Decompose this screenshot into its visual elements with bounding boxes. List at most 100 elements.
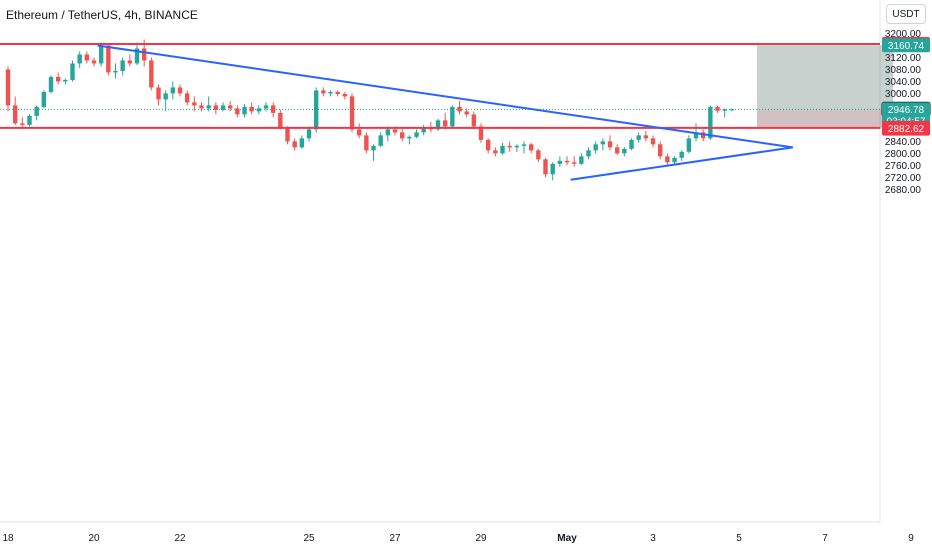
candle-body[interactable] — [77, 54, 82, 64]
stop-zone[interactable] — [756, 109, 894, 129]
candle-body[interactable] — [206, 105, 211, 109]
candle-body[interactable] — [220, 105, 226, 110]
candle-body[interactable] — [235, 108, 240, 115]
candle-body[interactable] — [41, 91, 47, 107]
candle-body[interactable] — [213, 105, 219, 110]
candle-body[interactable] — [407, 136, 412, 139]
candle-body[interactable] — [686, 138, 692, 152]
candle-body[interactable] — [700, 132, 706, 139]
candle-body[interactable] — [263, 105, 269, 109]
candle-body[interactable] — [442, 120, 448, 127]
candle-body[interactable] — [564, 160, 570, 163]
candle-body[interactable] — [392, 129, 398, 133]
candle-body[interactable] — [500, 145, 505, 154]
candle-body[interactable] — [292, 141, 297, 148]
candle-body[interactable] — [507, 145, 512, 148]
candle-body[interactable] — [557, 160, 563, 164]
trendline[interactable] — [570, 146, 793, 181]
candle-body[interactable] — [285, 127, 290, 142]
candle-body[interactable] — [249, 106, 254, 112]
candle-body[interactable] — [184, 93, 190, 103]
candle-body[interactable] — [643, 135, 649, 139]
candle-body[interactable] — [20, 123, 25, 125]
candle-body[interactable] — [722, 109, 727, 111]
candle-body[interactable] — [729, 109, 735, 111]
candle-body[interactable] — [199, 105, 204, 109]
candle-body[interactable] — [48, 76, 54, 92]
candle-body[interactable] — [192, 102, 197, 106]
candle-body[interactable] — [693, 132, 699, 139]
candle-body[interactable] — [177, 87, 183, 94]
candle-body[interactable] — [156, 87, 161, 100]
candle-body[interactable] — [256, 108, 262, 112]
candle-body[interactable] — [571, 162, 577, 164]
candle-body[interactable] — [335, 91, 340, 95]
candle-body[interactable] — [493, 150, 498, 154]
candle-body[interactable] — [27, 115, 32, 125]
candle-body[interactable] — [657, 144, 663, 157]
candle-body[interactable] — [414, 132, 419, 137]
candle-body[interactable] — [464, 111, 469, 115]
candle-body[interactable] — [536, 150, 541, 160]
candle-body[interactable] — [471, 114, 477, 127]
candle-body[interactable] — [12, 105, 18, 124]
candle-body[interactable] — [141, 48, 147, 61]
candle-body[interactable] — [636, 135, 641, 140]
candle-body[interactable] — [299, 138, 305, 148]
candle-body[interactable] — [113, 70, 118, 73]
candle-body[interactable] — [242, 106, 247, 115]
candle-body[interactable] — [134, 48, 140, 64]
candle-body[interactable] — [306, 129, 312, 139]
candle-body[interactable] — [356, 129, 362, 136]
target-zone[interactable] — [756, 45, 894, 110]
candle-body[interactable] — [385, 129, 391, 136]
currency-button[interactable]: USDT — [886, 4, 926, 24]
candle-body[interactable] — [270, 105, 276, 113]
candle-body[interactable] — [321, 90, 326, 94]
candle-body[interactable] — [715, 106, 720, 111]
candle-body[interactable] — [378, 135, 383, 146]
candle-body[interactable] — [328, 91, 333, 94]
candle-body[interactable] — [586, 150, 591, 157]
candle-body[interactable] — [629, 139, 634, 149]
candle-body[interactable] — [521, 144, 527, 146]
candle-body[interactable] — [543, 159, 548, 175]
candle-body[interactable] — [106, 45, 111, 73]
candle-body[interactable] — [607, 141, 613, 148]
candle-body[interactable] — [63, 79, 68, 82]
candle-body[interactable] — [5, 69, 11, 106]
candle-body[interactable] — [514, 145, 520, 148]
candle-body[interactable] — [313, 90, 319, 130]
candle-body[interactable] — [399, 132, 405, 139]
candle-body[interactable] — [679, 151, 684, 158]
candle-body[interactable] — [91, 60, 97, 64]
candle-body[interactable] — [149, 60, 154, 88]
candle-body[interactable] — [421, 127, 426, 133]
candle-body[interactable] — [614, 147, 620, 154]
candle-body[interactable] — [708, 106, 713, 139]
candle-body[interactable] — [457, 106, 462, 112]
candle-body[interactable] — [55, 76, 61, 82]
candle-body[interactable] — [672, 157, 677, 163]
candle-body[interactable] — [170, 87, 176, 94]
candle-body[interactable] — [120, 60, 125, 71]
candle-body[interactable] — [163, 93, 168, 100]
candle-body[interactable] — [127, 60, 133, 64]
candle-body[interactable] — [450, 106, 455, 127]
candle-body[interactable] — [579, 156, 584, 164]
candle-body[interactable] — [650, 138, 656, 145]
candle-body[interactable] — [364, 135, 369, 151]
candle-body[interactable] — [70, 63, 75, 80]
candle-body[interactable] — [227, 105, 233, 109]
candle-body[interactable] — [665, 156, 670, 163]
candle-body[interactable] — [34, 106, 39, 116]
candle-body[interactable] — [550, 163, 555, 175]
candle-body[interactable] — [593, 144, 598, 151]
candle-body[interactable] — [600, 141, 606, 145]
price-axis[interactable] — [880, 0, 932, 550]
candle-body[interactable] — [478, 126, 484, 140]
candle-body[interactable] — [342, 94, 348, 97]
trendline[interactable] — [97, 44, 793, 149]
